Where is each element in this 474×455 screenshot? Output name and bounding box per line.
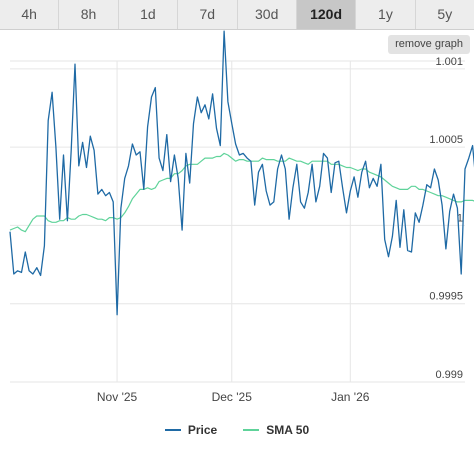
tab-5y[interactable]: 5y: [415, 0, 474, 29]
legend-item-price[interactable]: Price: [164, 423, 218, 437]
y-tick-label: 0.9995: [429, 291, 463, 303]
timeframe-tabs: 4h 8h 1d 7d 30d 120d 1y 5y: [0, 0, 474, 30]
y-tick-label: 1.0005: [429, 134, 463, 146]
chart-legend: Price SMA 50: [0, 420, 474, 440]
tab-30d[interactable]: 30d: [237, 0, 297, 29]
x-axis-ticks: Nov '25 Dec '25 Jan '26: [97, 390, 370, 404]
remove-graph-button[interactable]: remove graph: [388, 35, 470, 54]
y-tick-label: 1: [457, 212, 463, 224]
legend-label-price: Price: [187, 423, 218, 437]
x-tick-label: Nov '25: [97, 390, 138, 404]
y-tick-label: 1.001: [435, 56, 463, 68]
legend-label-sma50: SMA 50: [266, 423, 310, 437]
tab-1y[interactable]: 1y: [356, 0, 416, 29]
tab-120d[interactable]: 120d: [296, 0, 357, 29]
x-tick-label: Dec '25: [212, 390, 253, 404]
x-tick-label: Jan '26: [331, 390, 370, 404]
y-axis-ticks: 1.001 1.0005 1 0.9995 0.999: [429, 56, 463, 381]
sma50-line: [9, 152, 474, 233]
chart-grid: [10, 60, 465, 383]
legend-swatch-sma50: [243, 429, 260, 431]
y-tick-label: 0.999: [435, 369, 463, 381]
tab-7d[interactable]: 7d: [178, 0, 238, 29]
tab-4h[interactable]: 4h: [0, 0, 60, 29]
tab-1d[interactable]: 1d: [118, 0, 179, 29]
price-line: [9, 30, 474, 316]
tab-8h[interactable]: 8h: [59, 0, 119, 29]
legend-swatch-price: [164, 429, 181, 431]
legend-item-sma50[interactable]: SMA 50: [243, 423, 309, 437]
chart-series: [9, 30, 474, 316]
